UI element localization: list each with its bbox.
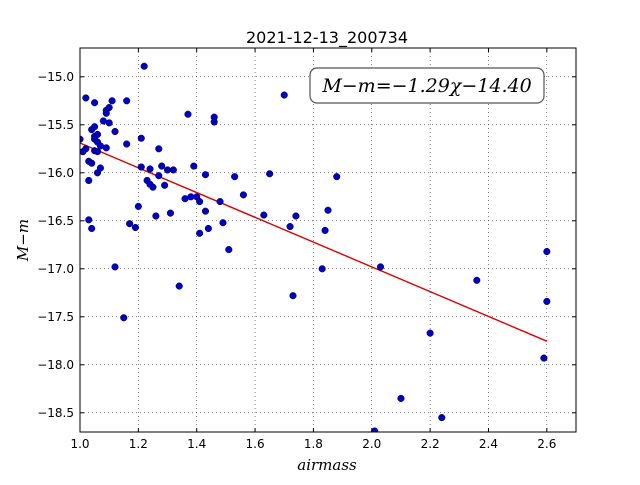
x-tick-label: 1.0 [70,437,89,451]
x-tick-label: 2.2 [421,437,440,451]
data-point [140,62,148,70]
data-point [333,173,341,181]
plot-frame [79,47,577,433]
data-point [123,97,131,105]
x-tick-label: 1.4 [187,437,206,451]
data-point [88,159,96,167]
data-point [204,224,212,233]
data-point [137,163,145,171]
data-point [289,292,297,300]
data-point [88,224,96,233]
data-point [158,162,166,170]
data-point [111,263,119,271]
y-tick-label: −15.0 [37,70,74,84]
data-point [260,211,268,219]
data-point [438,414,446,422]
data-point [146,165,154,173]
data-point [540,354,548,362]
data-point [201,171,210,179]
data-point [111,127,119,136]
data-point [397,394,405,402]
data-point [216,198,224,206]
data-point [137,134,145,142]
plot-area [80,48,576,432]
data-point [376,263,385,271]
chart-title: 2021-12-13_200734 [246,28,408,48]
data-point [210,118,218,126]
data-point [543,247,551,256]
data-point [102,144,110,152]
data-point [152,212,160,220]
data-point [426,329,434,337]
data-point [96,164,104,172]
y-tick-label: −16.0 [37,166,74,180]
y-tick-label: −15.5 [37,118,74,132]
data-point [126,220,134,228]
data-point [91,99,99,107]
data-point [190,162,198,170]
data-point [280,91,288,99]
data-point [201,207,210,215]
y-tick-label: −17.0 [37,262,74,276]
data-point [108,97,116,105]
y-axis-label: M−m [14,219,32,262]
data-point [371,427,379,432]
equation-annotation: M−m=−1.29χ−14.40 [321,75,531,97]
data-point [231,173,239,181]
data-point [82,145,90,153]
data-point [266,170,274,178]
data-point [102,109,110,117]
data-point [543,297,551,305]
data-point [120,314,128,322]
data-point [318,265,326,273]
data-point [175,282,183,290]
data-point [321,226,329,234]
data-point [166,209,174,217]
x-tick-label: 1.2 [129,437,148,451]
data-point [184,110,192,118]
data-point [155,145,163,153]
x-tick-label: 2.4 [479,437,498,451]
data-point [82,94,90,102]
data-point [169,166,177,174]
axis-ticks: 1.0 1.2 1.4 1.6 1.8 2.0 2.2 2.4 2.6 −15.0 −15.5 −16… [37,48,576,451]
equation-annotation-box: M−m=−1.29χ−14.40 [309,67,545,104]
data-point [219,219,227,227]
data-point [292,212,300,220]
data-points [80,62,551,432]
x-tick-label: 1.6 [246,437,265,451]
x-tick-label: 1.8 [304,437,323,451]
data-point [85,216,93,224]
data-point [225,246,233,254]
data-point [131,223,139,232]
x-tick-label: 2.6 [537,437,556,451]
data-point [286,223,294,231]
y-tick-label: −17.5 [37,310,74,324]
data-point [161,181,169,189]
data-point [149,183,157,191]
x-axis-label: airmass [297,456,357,474]
data-point [196,229,204,237]
data-point [473,276,481,284]
y-tick-label: −18.0 [37,358,74,372]
data-point [105,103,113,112]
data-point [85,176,93,185]
x-tick-label: 2.0 [362,437,381,451]
data-point [196,198,204,206]
data-point [93,148,102,156]
data-point [80,135,84,143]
data-point [123,140,131,148]
data-point [155,172,163,180]
data-point [93,130,102,138]
data-point [134,202,142,210]
data-point [91,123,99,131]
data-point [324,206,332,214]
data-point [239,191,247,199]
y-tick-label: −18.5 [37,406,74,420]
y-tick-label: −16.5 [37,214,74,228]
data-point [105,119,113,127]
